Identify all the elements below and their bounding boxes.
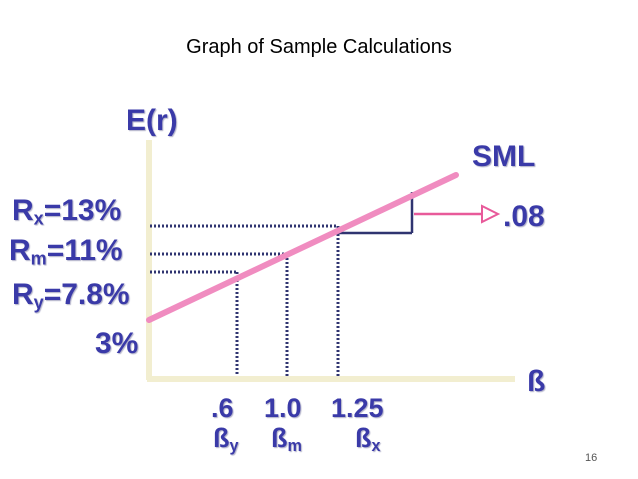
label-rx: Rx=13%	[12, 194, 122, 229]
sml-line	[146, 172, 459, 323]
sml-label: SML	[472, 140, 536, 173]
y-axis-label: E(r)	[126, 104, 178, 137]
x-axis-label: ß	[527, 365, 546, 398]
label-ry: Ry=7.8%	[12, 278, 130, 313]
beta-y-label: ßy	[213, 423, 239, 456]
page-number: 16	[585, 452, 598, 464]
slope-value-label: .08	[503, 200, 545, 233]
beta-m-label: ßm	[271, 423, 302, 456]
label-rm: Rm=11%	[9, 234, 123, 269]
tick-beta-m: 1.0	[264, 393, 302, 423]
slide-title: Graph of Sample Calculations	[186, 36, 452, 58]
tick-beta-y: .6	[211, 393, 234, 423]
beta-x-label: ßx	[355, 423, 381, 456]
tick-beta-x: 1.25	[331, 393, 384, 423]
label-rf: 3%	[95, 327, 139, 360]
slope-arrow-head	[481, 204, 501, 224]
